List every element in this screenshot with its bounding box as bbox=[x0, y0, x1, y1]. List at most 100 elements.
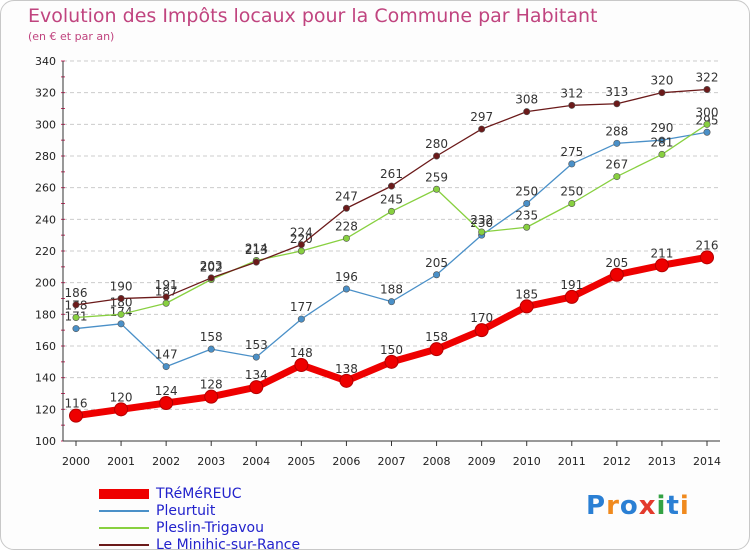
data-label: 281 bbox=[650, 135, 673, 149]
x-tick-label: 2006 bbox=[332, 455, 360, 468]
data-label: 124 bbox=[155, 384, 178, 398]
data-point bbox=[519, 299, 534, 314]
data-label: 120 bbox=[110, 390, 133, 404]
data-point bbox=[703, 86, 711, 94]
data-label: 261 bbox=[380, 167, 403, 181]
y-tick-label: 280 bbox=[35, 150, 56, 163]
data-point bbox=[429, 342, 444, 357]
data-label: 288 bbox=[605, 124, 628, 138]
x-tick-label: 2012 bbox=[603, 455, 631, 468]
data-point bbox=[613, 139, 621, 147]
data-label: 185 bbox=[515, 287, 538, 301]
data-label: 247 bbox=[335, 189, 358, 203]
legend-swatch bbox=[99, 544, 149, 546]
logo-letter: x bbox=[638, 491, 657, 521]
data-point bbox=[564, 289, 579, 304]
data-point bbox=[658, 150, 666, 158]
data-label: 259 bbox=[425, 170, 448, 184]
data-point bbox=[474, 323, 489, 338]
y-tick-label: 320 bbox=[35, 87, 56, 100]
y-tick-label: 260 bbox=[35, 182, 56, 195]
data-point bbox=[162, 293, 170, 301]
data-label: 147 bbox=[155, 348, 178, 362]
data-point bbox=[342, 234, 350, 242]
data-label: 196 bbox=[335, 270, 358, 284]
data-point bbox=[339, 373, 354, 388]
data-label: 138 bbox=[335, 362, 358, 376]
x-tick-label: 2001 bbox=[107, 455, 135, 468]
data-point bbox=[297, 241, 305, 249]
data-label: 216 bbox=[696, 238, 719, 252]
data-label: 224 bbox=[290, 226, 313, 240]
y-tick-label: 240 bbox=[35, 213, 56, 226]
data-point bbox=[658, 136, 666, 144]
data-point bbox=[387, 298, 395, 306]
data-label: 214 bbox=[245, 242, 268, 256]
data-point bbox=[252, 353, 260, 361]
data-label: 320 bbox=[650, 74, 673, 88]
data-label: 205 bbox=[605, 256, 628, 270]
data-point bbox=[207, 345, 215, 353]
legend-swatch bbox=[99, 510, 149, 512]
data-label: 250 bbox=[560, 185, 583, 199]
data-point bbox=[297, 315, 305, 323]
y-tick-label: 340 bbox=[35, 55, 56, 68]
data-point bbox=[72, 325, 80, 333]
data-label: 313 bbox=[605, 85, 628, 99]
proxiti-logo: Proxiti bbox=[586, 491, 690, 521]
data-point bbox=[703, 120, 711, 128]
data-label: 116 bbox=[65, 397, 88, 411]
data-label: 128 bbox=[200, 378, 223, 392]
data-point bbox=[162, 363, 170, 371]
data-point bbox=[342, 285, 350, 293]
data-label: 220 bbox=[290, 232, 313, 246]
data-point bbox=[433, 152, 441, 160]
data-label: 170 bbox=[470, 311, 493, 325]
data-point bbox=[72, 301, 80, 309]
x-tick-label: 2014 bbox=[693, 455, 721, 468]
x-tick-label: 2004 bbox=[242, 455, 270, 468]
data-label: 153 bbox=[245, 338, 268, 352]
data-label: 213 bbox=[245, 243, 268, 257]
data-label: 191 bbox=[560, 278, 583, 292]
logo-letter: o bbox=[619, 491, 639, 521]
data-point bbox=[703, 128, 711, 136]
x-tick-label: 2011 bbox=[558, 455, 586, 468]
x-tick-label: 2009 bbox=[468, 455, 496, 468]
data-label: 275 bbox=[560, 145, 583, 159]
data-point bbox=[117, 294, 125, 302]
data-label: 158 bbox=[200, 330, 223, 344]
legend-label: Le Minihic-sur-Rance bbox=[156, 537, 301, 550]
data-label: 250 bbox=[515, 185, 538, 199]
x-tick-label: 2007 bbox=[378, 455, 406, 468]
data-label: 203 bbox=[200, 259, 223, 273]
y-tick-label: 180 bbox=[35, 308, 56, 321]
data-point bbox=[69, 408, 83, 423]
data-label: 300 bbox=[696, 105, 719, 119]
y-tick-label: 220 bbox=[35, 245, 56, 258]
legend-label: TRéMéREUC bbox=[156, 486, 242, 502]
x-tick-label: 2000 bbox=[62, 455, 90, 468]
data-point bbox=[294, 358, 309, 372]
data-point bbox=[523, 223, 531, 231]
data-point bbox=[72, 313, 80, 321]
data-point bbox=[204, 389, 219, 404]
data-label: 186 bbox=[65, 286, 88, 300]
data-label: 245 bbox=[380, 192, 403, 206]
data-label: 322 bbox=[696, 71, 719, 85]
legend-label: Pleslin-Trigavou bbox=[156, 520, 264, 536]
data-label: 235 bbox=[515, 208, 538, 222]
y-tick-label: 200 bbox=[35, 277, 56, 290]
logo-letter: P bbox=[586, 491, 607, 521]
data-label: 312 bbox=[560, 86, 583, 100]
data-label: 191 bbox=[155, 278, 178, 292]
data-point bbox=[478, 228, 486, 236]
y-tick-label: 140 bbox=[35, 372, 56, 385]
data-label: 134 bbox=[245, 368, 268, 382]
data-point bbox=[249, 380, 264, 395]
data-label: 150 bbox=[380, 343, 403, 357]
chart-title: Evolution des Impôts locaux pour la Comm… bbox=[28, 5, 598, 27]
x-tick-label: 2008 bbox=[423, 455, 451, 468]
data-label: 232 bbox=[470, 213, 493, 227]
